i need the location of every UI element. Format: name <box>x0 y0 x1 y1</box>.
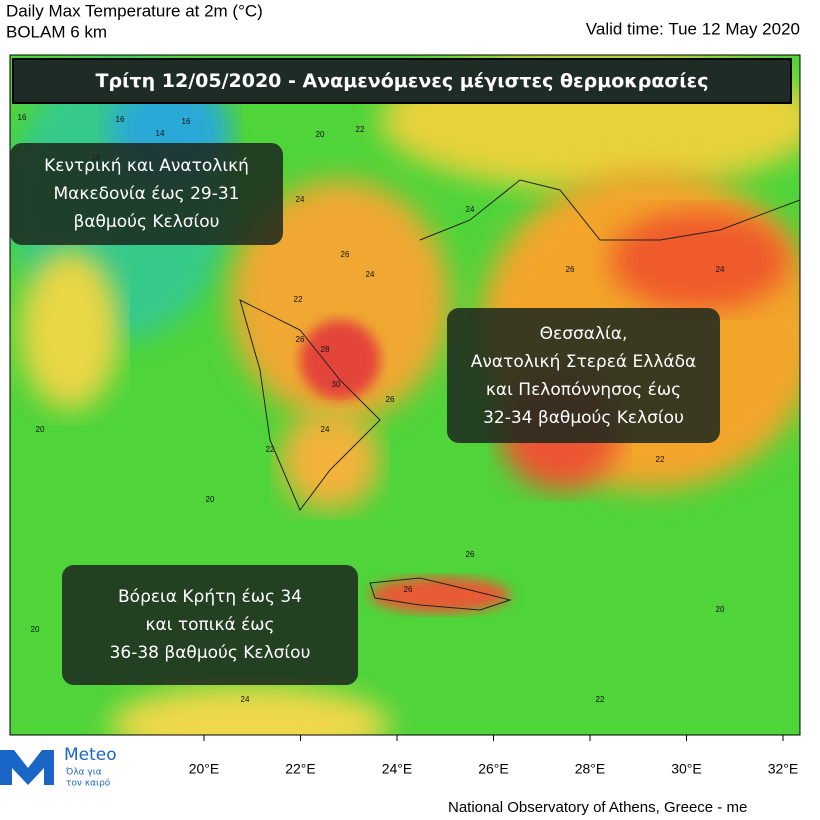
annotation-line: 36-38 βαθμούς Κελσίου <box>109 643 311 663</box>
longitude-label: 28°E <box>575 761 606 777</box>
temperature-label: 20 <box>316 130 325 139</box>
temperature-label: 22 <box>294 295 303 304</box>
longitude-label: 26°E <box>478 761 509 777</box>
temperature-label: 22 <box>656 455 665 464</box>
annotation-box: Κεντρική και Ανατολική Μακεδονία έως 29-… <box>10 143 283 245</box>
banner: Τρίτη 12/05/2020 - Αναμενόμενες μέγιστες… <box>12 58 792 104</box>
logo-tagline: Όλα για <box>65 767 102 778</box>
map-title: Daily Max Temperature at 2m (°C) <box>6 1 263 20</box>
annotation-line: βαθμούς Κελσίου <box>73 212 220 232</box>
annotation-line: Μακεδονία έως 29-31 <box>53 184 240 204</box>
temperature-label: 24 <box>296 195 305 204</box>
temperature-label: 26 <box>404 585 413 594</box>
logo-name: Meteo <box>64 745 117 765</box>
annotation-box: Θεσσαλία, Ανατολική Στερεά Ελλάδα και Πε… <box>447 308 720 443</box>
temperature-label: 26 <box>386 395 395 404</box>
temperature-label: 20 <box>36 425 45 434</box>
annotation-line: και Πελοπόννησος έως <box>485 379 682 400</box>
temperature-label: 26 <box>296 335 305 344</box>
temperature-label: 16 <box>18 113 27 122</box>
temperature-label: 26 <box>466 550 475 559</box>
longitude-label: 32°E <box>768 761 799 777</box>
annotation-line: Βόρεια Κρήτη έως 34 <box>118 587 302 607</box>
annotation-line: 32-34 βαθμούς Κελσίου <box>483 407 684 428</box>
temperature-label: 14 <box>156 129 165 138</box>
annotation-line: και τοπικά έως <box>145 615 275 635</box>
temperature-label: 22 <box>266 445 275 454</box>
annotation-line: Ανατολική Στερεά Ελλάδα <box>470 351 697 372</box>
valid-time: Valid time: Tue 12 May 2020 <box>586 19 800 38</box>
longitude-label: 30°E <box>671 761 702 777</box>
annotation-box: Βόρεια Κρήτη έως 34 και τοπικά έως 36-38… <box>62 565 358 685</box>
logo-mark <box>0 750 54 785</box>
temperature-label: 24 <box>321 425 330 434</box>
temperature-label: 22 <box>356 125 365 134</box>
temperature-label: 26 <box>566 265 575 274</box>
longitude-label: 22°E <box>285 761 316 777</box>
temperature-label: 24 <box>716 265 725 274</box>
temperature-label: 24 <box>241 695 250 704</box>
temperature-label: 20 <box>31 625 40 634</box>
longitude-label: 20°E <box>189 761 220 777</box>
temperature-label: 26 <box>341 250 350 259</box>
map-frame <box>9 54 801 736</box>
temperature-label: 20 <box>206 495 215 504</box>
temperature-label: 24 <box>466 205 475 214</box>
temperature-label: 20 <box>716 605 725 614</box>
temperature-label: 16 <box>116 115 125 124</box>
annotation-line: Κεντρική και Ανατολική <box>44 156 249 176</box>
footer: National Observatory of Athens, Greece -… <box>448 799 747 816</box>
temperature-label: 16 <box>182 117 191 126</box>
annotation-line: Θεσσαλία, <box>539 323 628 344</box>
longitude-label: 24°E <box>382 761 413 777</box>
temperature-label: 30 <box>332 380 341 389</box>
temperature-label: 28 <box>321 345 330 354</box>
temperature-label: 22 <box>596 695 605 704</box>
logo-tagline: τον καιρό <box>66 778 111 789</box>
model-name: BOLAM 6 km <box>6 22 107 41</box>
temperature-label: 24 <box>366 270 375 279</box>
